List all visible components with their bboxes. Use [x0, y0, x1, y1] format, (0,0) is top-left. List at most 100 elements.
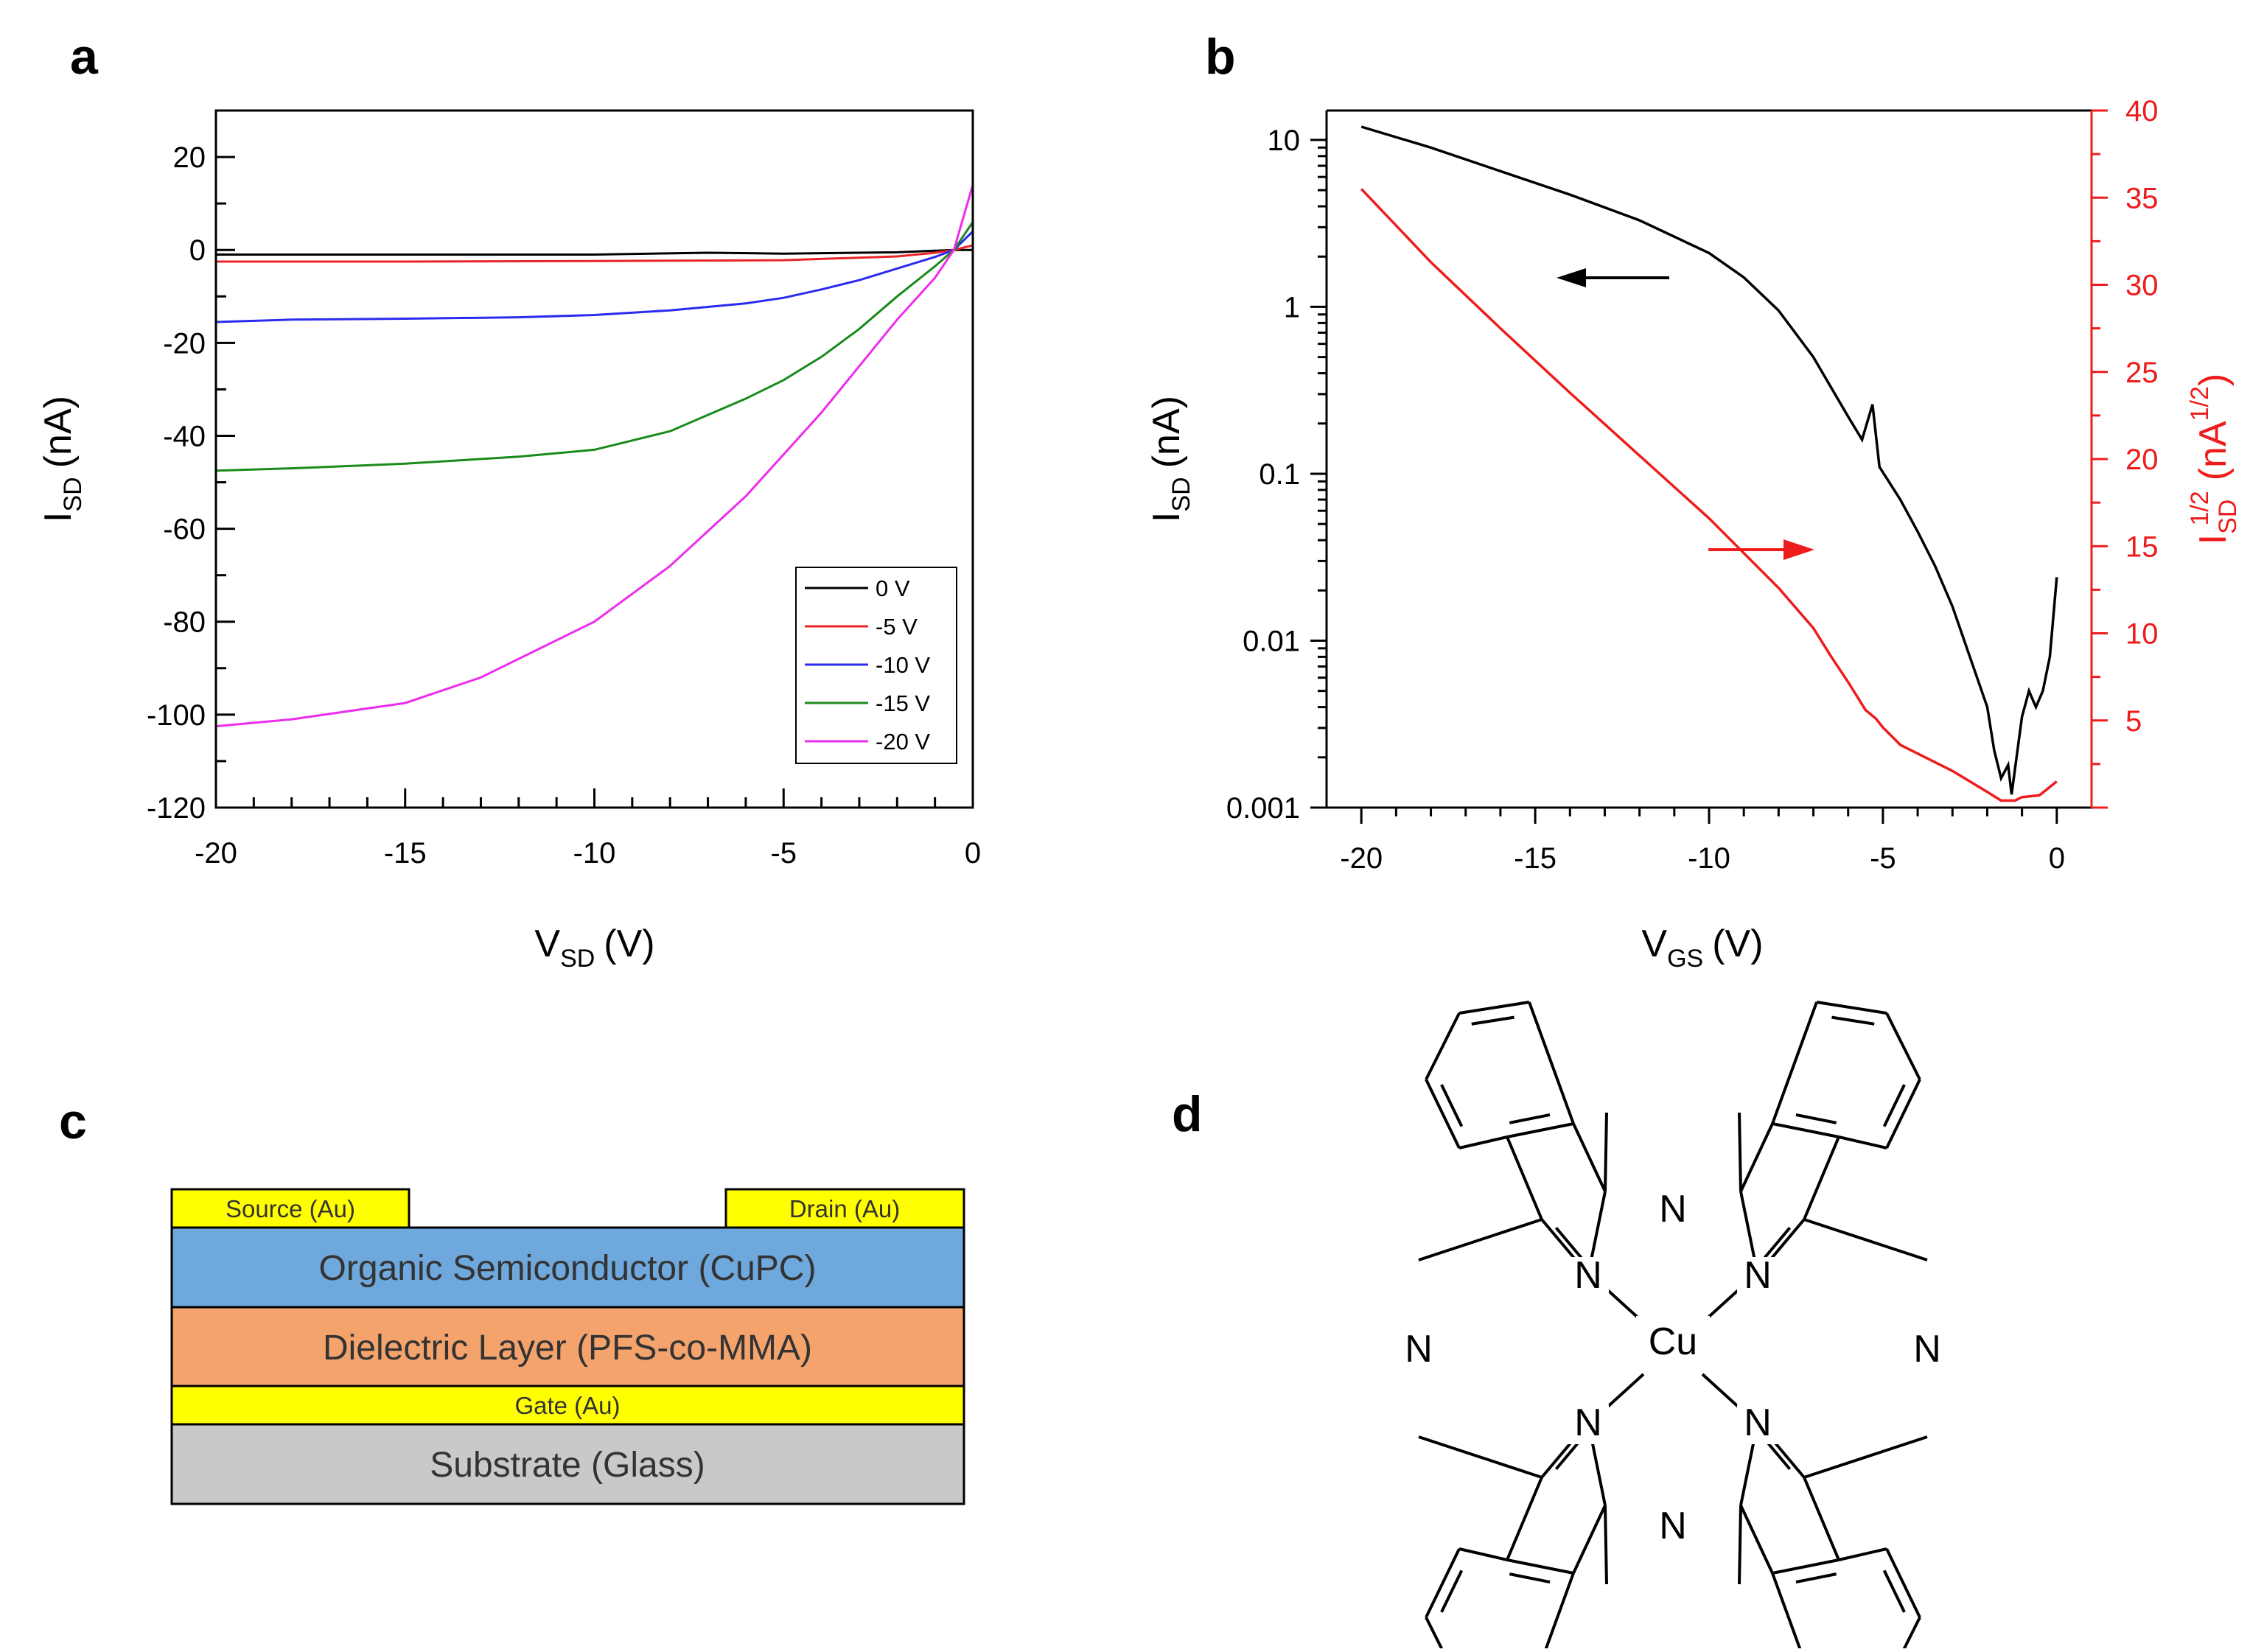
chart-b-series-sqrt-current: [1360, 188, 2058, 802]
aromatic-bond: [1509, 1113, 1551, 1124]
chart-a-series-15-v: [215, 221, 974, 472]
bond: [1604, 1112, 1608, 1192]
chart-b-ytick-label: 10: [1268, 125, 1301, 157]
source-label: Source (Au): [226, 1195, 355, 1222]
chart-a-legend-label-10-v: -10 V: [876, 652, 930, 678]
bond: [1739, 1123, 1774, 1192]
panel-label-b: b: [1205, 29, 1236, 85]
bond: [1838, 1135, 1887, 1149]
chart-b-y2tick-label: 35: [2125, 182, 2159, 214]
chart-a-xtick-label: -5: [770, 837, 797, 869]
chart-a-xtick-label: -10: [573, 837, 616, 869]
aromatic-bond: [1831, 1015, 1875, 1026]
bond: [1458, 1135, 1508, 1149]
panel-label-d: d: [1172, 1086, 1203, 1142]
n-bridge-bottom-bg: [1652, 1508, 1694, 1547]
substrate-label: Substrate (Glass): [430, 1446, 705, 1485]
bond: [1554, 1226, 1585, 1262]
dielectric-label: Dielectric Layer (PFS-co-MMA): [323, 1329, 812, 1368]
chart-a-ytick-label: 0: [189, 234, 206, 267]
chart-a-legend-label-0-v: 0 V: [876, 575, 910, 601]
gate-label: Gate (Au): [514, 1392, 620, 1419]
bond: [1506, 1558, 1574, 1575]
n-bridge-right-bg: [1907, 1331, 1948, 1371]
n-bridge-left: N: [1405, 1328, 1433, 1371]
chart-a-series-0-v: [216, 248, 973, 256]
chart-a-legend-label-20-v: -20 V: [876, 729, 930, 755]
n-inner-br: N: [1744, 1401, 1772, 1444]
chart-b-xtick-label: -5: [1870, 842, 1896, 875]
chart-b-y2tick-label: 40: [2125, 95, 2159, 127]
bond: [1772, 1558, 1840, 1575]
bond: [1816, 1001, 1887, 1015]
bond: [1604, 1505, 1608, 1585]
chart-a-xtick-label: -20: [195, 837, 237, 869]
chart-a-series-20-v: [215, 184, 974, 728]
bond: [1761, 1226, 1792, 1262]
bond: [1506, 1136, 1543, 1220]
chart-b: -20 -15 -10 -5 0 0.001 0.01 0.1 1 10 5 10 15 20 25 30 35…: [1145, 95, 2242, 973]
chart-a-xlabel: VSD (V): [534, 923, 654, 973]
chart-a-xtick-label: 0: [965, 837, 981, 869]
aromatic-bond: [1509, 1572, 1551, 1584]
source-electrode: [170, 1188, 410, 1229]
bond: [1885, 1548, 1921, 1618]
bond: [1738, 1505, 1742, 1585]
chart-a-legend-label-15-v: -15 V: [876, 690, 930, 716]
bond: [1772, 1122, 1840, 1138]
chart-a-legend: 0 V -5 V -10 V -15 V -20 V: [795, 567, 957, 764]
aromatic-bond: [1882, 1084, 1906, 1127]
bond: [1739, 1505, 1774, 1574]
bond: [1425, 1548, 1461, 1618]
bond: [1542, 1572, 1575, 1652]
chart-b-y2tick-label: 10: [2125, 618, 2159, 651]
bond: [1901, 1617, 1921, 1652]
chart-b-arrow-left: [1557, 268, 1669, 287]
chart-a-ytick-label: -100: [147, 699, 206, 732]
bond: [1803, 1477, 1840, 1561]
chart-b-y2tick-label: 5: [2125, 705, 2142, 738]
panel-label-a: a: [70, 29, 99, 85]
aromatic-bond: [1440, 1084, 1464, 1127]
chart-a-ytick-label: -20: [163, 327, 206, 360]
bond: [1885, 1079, 1921, 1149]
bond: [1458, 1001, 1530, 1015]
n-bridge-top: N: [1659, 1188, 1687, 1231]
chart-a-ytick-label: -40: [163, 420, 206, 452]
semiconductor-label: Organic Semiconductor (CuPC): [319, 1249, 817, 1288]
chart-b-y2tick-label: 15: [2125, 531, 2159, 563]
bond: [1458, 1547, 1508, 1561]
aromatic-bond: [1440, 1569, 1464, 1613]
bond: [1572, 1505, 1607, 1574]
bond: [1572, 1123, 1607, 1192]
n-bridge-right: N: [1913, 1328, 1941, 1371]
bond: [1425, 1012, 1461, 1080]
device-stack: Source (Au) Drain (Au) Organic Semicondu…: [170, 1188, 965, 1505]
cu-bg: [1636, 1316, 1710, 1359]
drain-label: Drain (Au): [789, 1195, 900, 1222]
bond: [1425, 1079, 1461, 1149]
chart-b-ytick-label: 0.001: [1226, 792, 1300, 825]
bond: [1738, 1112, 1742, 1192]
chart-b-y2tick-label: 20: [2125, 444, 2159, 476]
chart-b-xtick-label: 0: [2049, 842, 2065, 875]
bond: [1528, 1001, 1575, 1124]
bond: [1803, 1435, 1928, 1479]
gate-layer: [170, 1385, 965, 1426]
chart-b-y2label: ISD1/2(nA1/2): [2186, 374, 2242, 545]
cu-n-bond: [1701, 1373, 1744, 1413]
n-inner-tl: N: [1574, 1254, 1602, 1297]
n-bridge-bottom: N: [1659, 1505, 1687, 1547]
chart-b-xlabel: VGS (V): [1641, 923, 1763, 973]
bond: [1803, 1136, 1840, 1220]
n-bridge-left-bg: [1398, 1331, 1439, 1371]
chart-b-ylabel: ISD(nA): [1145, 396, 1195, 522]
chart-b-xtick-label: -20: [1340, 842, 1383, 875]
cupc-structure: Cu N N N N N N N N: [1398, 1001, 1948, 1652]
chart-a-legend-label-5-v: -5 V: [876, 614, 918, 640]
n-inner-tr: N: [1744, 1254, 1772, 1297]
bond: [1803, 1218, 1928, 1261]
n-bridge-top-bg: [1652, 1191, 1694, 1231]
chart-a-ylabel: ISD(nA): [37, 396, 87, 522]
bond: [1506, 1122, 1574, 1138]
